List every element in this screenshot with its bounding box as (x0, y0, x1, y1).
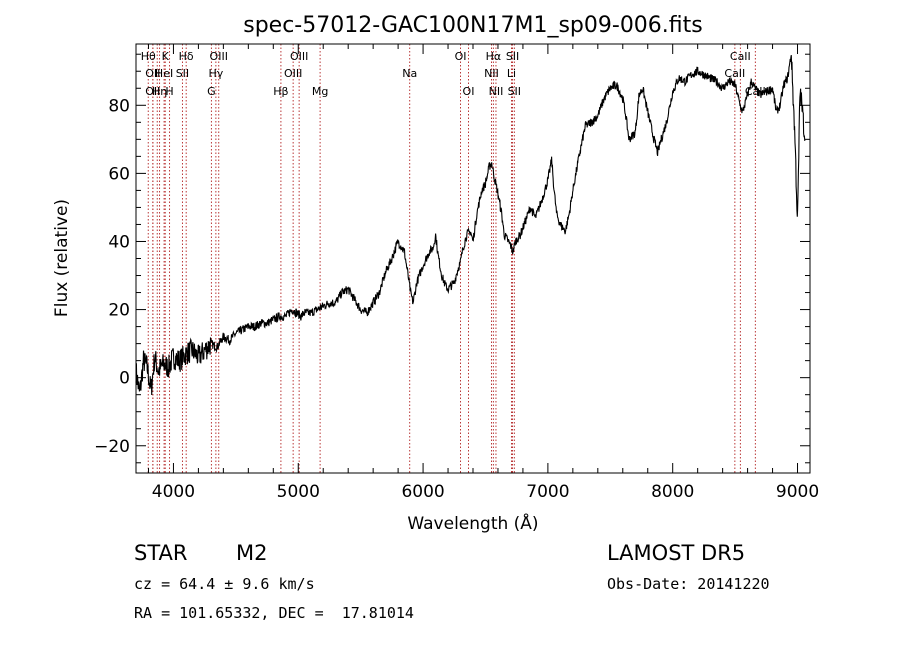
chart-title: spec-57012-GAC100N17M1_sp09-006.fits (243, 13, 703, 38)
spectral-line-label: OI (463, 85, 475, 98)
x-axis-label: Wavelength (Å) (407, 512, 538, 534)
plot-frame (135, 43, 811, 474)
redshift-value: cz = 64.4 ± 9.6 km/s (134, 575, 315, 593)
spectral-line-label: Hγ (208, 67, 223, 80)
spectral-line-label: Li (507, 67, 516, 80)
object-subclass: M2 (236, 541, 268, 565)
object-class: STAR (134, 541, 188, 565)
spectral-line-label: SII (176, 67, 189, 80)
spectral-line-label: Hβ (273, 85, 288, 98)
x-tick-label: 4000 (152, 482, 195, 502)
spectral-line-label: OIII (290, 50, 308, 63)
axis-ticks: 4000 5000 6000 7000 8000 9000 −20 0 20 40 60 80 (94, 44, 819, 502)
y-tick-label: 20 (108, 301, 130, 321)
spectral-line-label: NII (484, 67, 499, 80)
spectral-line-label: Mg (312, 85, 328, 98)
x-tick-label: 6000 (401, 482, 444, 502)
x-tick-label: 5000 (277, 482, 320, 502)
spectral-line-label: SII (508, 85, 521, 98)
spectral-line-label: Na (402, 67, 417, 80)
y-tick-label: 40 (108, 232, 130, 252)
observation-date: Obs-Date: 20141220 (607, 575, 770, 593)
y-tick-label: 0 (119, 369, 130, 389)
spectral-line-label: Hθ (141, 50, 156, 63)
spectral-line-label: OIII (284, 67, 302, 80)
spectral-line-label: OIII (210, 50, 228, 63)
spectral-line-label: HeI (155, 67, 173, 80)
spectral-line-label: OII (145, 67, 160, 80)
spectral-line-label: CaII (730, 50, 751, 63)
x-tick-label: 7000 (526, 482, 569, 502)
spectrum-line (135, 54, 806, 396)
y-axis-label: Flux (relative) (52, 199, 72, 317)
spectral-line-label: OII (145, 85, 160, 98)
spectral-line-label: SII (506, 50, 519, 63)
spectral-line-label: OI (455, 50, 467, 63)
spectral-line-label: CaII (745, 85, 766, 98)
spectral-line-label: Hη (152, 85, 167, 98)
survey-name: LAMOST DR5 (607, 541, 746, 565)
y-tick-label: 60 (108, 164, 130, 184)
y-tick-label: −20 (94, 437, 130, 457)
x-tick-label: 9000 (776, 482, 819, 502)
spectral-line-label: Hα (486, 50, 502, 63)
spectral-line-label: H (165, 85, 173, 98)
coordinates: RA = 101.65332, DEC = 17.81014 (134, 604, 414, 622)
spectral-line-markers (147, 44, 756, 473)
spectral-line-label: K (162, 50, 170, 63)
spectral-line-label: G (207, 85, 216, 98)
x-tick-label: 8000 (651, 482, 694, 502)
y-tick-label: 80 (108, 96, 130, 116)
spectral-line-label: CaII (724, 67, 745, 80)
spectral-line-label: Hδ (179, 50, 194, 63)
spectral-line-labels: HθOIIOIIHηKHeIHSIIHδGHγOIIIHβOIIIOIIIMgN… (141, 50, 766, 98)
spectral-line-label: NII (489, 85, 504, 98)
